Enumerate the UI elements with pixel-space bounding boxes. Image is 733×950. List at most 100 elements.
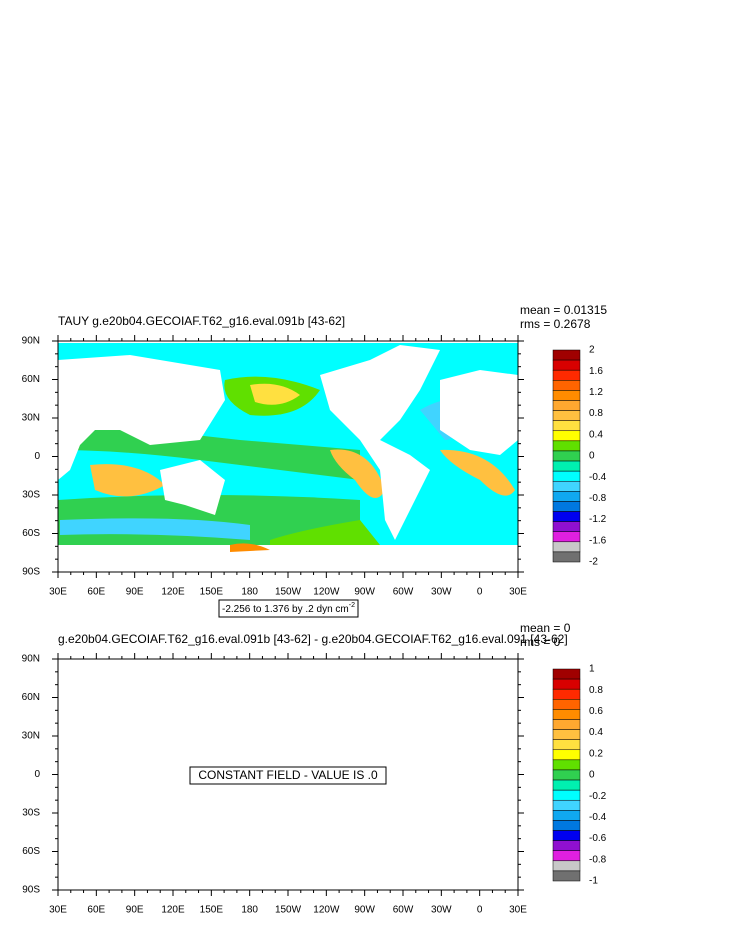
- colorbar-label: 0.4: [589, 727, 603, 738]
- x-tick-label: 180: [241, 905, 258, 916]
- mean-label: mean = 0: [520, 621, 571, 635]
- x-tick-label: 150W: [275, 587, 302, 598]
- x-tick-label: 120E: [161, 905, 185, 916]
- colorbar-box: [552, 359, 581, 371]
- colorbar-label: 1.2: [589, 387, 603, 398]
- x-tick-label: 30W: [431, 587, 452, 598]
- colorbar-box: [552, 521, 581, 532]
- colorbar-box: [552, 709, 581, 720]
- colorbar-box: [552, 678, 581, 690]
- x-tick-label: 90W: [354, 905, 375, 916]
- info-box-frame: [218, 599, 359, 618]
- info-box-text: -2.256 to 1.376 by .2 dyn cm-2: [222, 602, 355, 615]
- colorbar-box: [552, 840, 581, 851]
- colorbar-label: -0.2: [589, 791, 607, 802]
- colorbar-box: [552, 719, 581, 730]
- colorbar-box: [552, 810, 581, 821]
- colorbar-box: [552, 380, 581, 391]
- colorbar-label: 0.6: [589, 706, 603, 717]
- rms-label: rms = 0.2678: [520, 317, 591, 331]
- y-tick-label: 30N: [22, 413, 40, 424]
- colorbar-box: [552, 450, 581, 462]
- colorbar-box: [552, 460, 581, 472]
- colorbar-box: [552, 440, 581, 452]
- colorbar-label: 0.8: [589, 685, 603, 696]
- colorbar-label: 0.8: [589, 408, 603, 419]
- colorbar-box: [552, 850, 581, 862]
- x-tick-label: 150E: [200, 905, 224, 916]
- colorbar-label: 0.4: [589, 429, 603, 440]
- colorbar-box: [552, 470, 581, 482]
- colorbar-box: [552, 688, 581, 700]
- colorbar-label: 1.6: [589, 366, 603, 377]
- x-tick-label: 0: [477, 905, 483, 916]
- x-tick-label: 60W: [393, 587, 414, 598]
- colorbar-box: [552, 759, 581, 771]
- colorbar-label: 2: [589, 345, 595, 356]
- x-tick-label: 120W: [313, 905, 340, 916]
- y-tick-label: 60S: [22, 528, 40, 539]
- y-tick-label: 30N: [22, 731, 40, 742]
- colorbar-box: [552, 870, 581, 882]
- colorbar-label: -2: [589, 557, 598, 568]
- colorbar-box: [552, 789, 581, 801]
- x-tick-label: 30E: [49, 587, 67, 598]
- x-tick-label: 60W: [393, 905, 414, 916]
- colorbar-box: [552, 400, 581, 411]
- colorbar-label: -0.6: [589, 833, 607, 844]
- y-tick-label: 90N: [22, 654, 40, 665]
- colorbar-label: -0.4: [589, 472, 607, 483]
- x-tick-label: 30W: [431, 905, 452, 916]
- y-tick-label: 90S: [22, 885, 40, 896]
- colorbar-box: [552, 779, 581, 791]
- x-tick-label: 120E: [161, 587, 185, 598]
- x-tick-label: 150E: [200, 587, 224, 598]
- colorbar-box: [552, 668, 581, 680]
- y-tick-label: 90N: [22, 336, 40, 347]
- colorbar-box: [552, 860, 581, 872]
- x-tick-label: 90W: [354, 587, 375, 598]
- y-tick-label: 60S: [22, 846, 40, 857]
- colorbar-box: [552, 480, 581, 492]
- colorbar-box: [552, 769, 581, 781]
- colorbar-box: [552, 749, 581, 761]
- y-tick-label: 0: [34, 769, 40, 780]
- message: CONSTANT FIELD - VALUE IS .0: [198, 768, 378, 782]
- y-tick-label: 30S: [22, 490, 40, 501]
- panel-title: g.e20b04.GECOIAF.T62_g16.eval.091b [43-6…: [58, 632, 568, 646]
- x-tick-label: 120W: [313, 587, 340, 598]
- y-tick-label: 60N: [22, 692, 40, 703]
- info-box-superscript: -2: [349, 602, 355, 609]
- info-box: -2.256 to 1.376 by .2 dyn cm-2: [218, 599, 359, 618]
- colorbar-box: [552, 491, 581, 502]
- colorbar-box: [552, 511, 581, 522]
- x-tick-label: 0: [477, 587, 483, 598]
- colorbar-box: [552, 551, 581, 563]
- x-tick-label: 150W: [275, 905, 302, 916]
- rms-label: rms = 0: [520, 635, 561, 649]
- colorbar-box: [552, 830, 581, 841]
- colorbar-box: [552, 541, 581, 553]
- x-tick-label: 60E: [87, 905, 105, 916]
- x-tick-label: 30E: [49, 905, 67, 916]
- x-tick-label: 180: [241, 587, 258, 598]
- colorbar-box: [552, 739, 581, 751]
- colorbar-box: [552, 430, 581, 442]
- info-box-main: -2.256 to 1.376 by .2 dyn cm: [222, 604, 349, 615]
- colorbar-box: [552, 420, 581, 432]
- colorbar-box: [552, 410, 581, 421]
- colorbar-label: -1.6: [589, 535, 607, 546]
- colorbar-box: [552, 390, 581, 401]
- colorbar-box: [552, 369, 581, 381]
- colorbar-label: 1: [589, 664, 595, 675]
- y-tick-label: 90S: [22, 567, 40, 578]
- x-tick-label: 90E: [126, 905, 144, 916]
- colorbar-box: [552, 799, 581, 811]
- colorbar-box: [552, 729, 581, 740]
- colorbar-label: -0.4: [589, 812, 607, 823]
- colorbar-label: 0.2: [589, 748, 603, 759]
- message-frame: [189, 766, 387, 785]
- colorbar-label: 0: [589, 770, 595, 781]
- y-tick-label: 0: [34, 451, 40, 462]
